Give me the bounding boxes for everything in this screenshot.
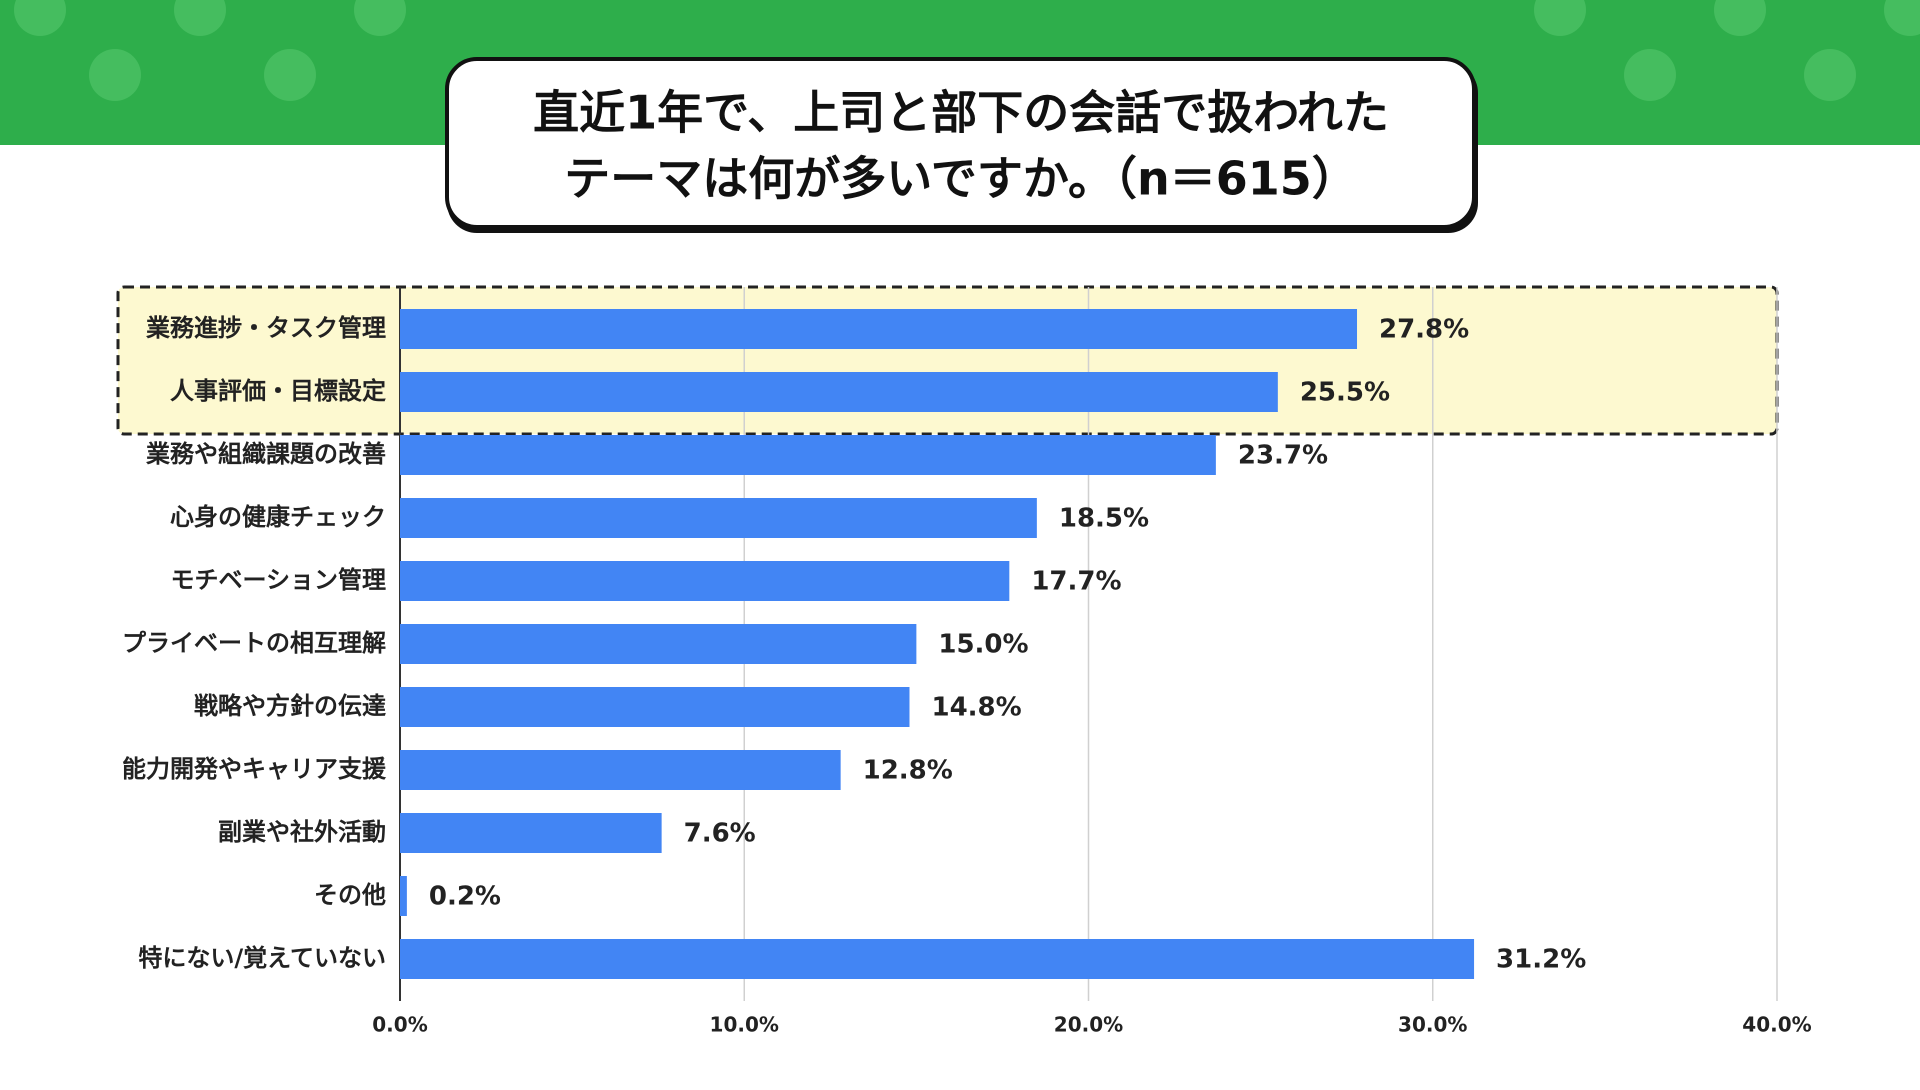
bar (400, 750, 841, 790)
y-tick-label: 業務進捗・タスク管理 (146, 314, 386, 342)
y-tick-label: 業務や組織課題の改善 (146, 440, 386, 468)
y-tick-label: モチベーション管理 (170, 566, 386, 594)
y-tick-label: 人事評価・目標設定 (170, 377, 386, 405)
value-label: 7.6% (684, 819, 756, 849)
bar (400, 813, 662, 853)
bar (400, 372, 1278, 412)
y-tick-label: その他 (314, 881, 386, 909)
header-dots (14, 0, 1920, 101)
bar (400, 561, 1010, 601)
value-label: 17.7% (1031, 567, 1121, 597)
value-label: 23.7% (1238, 441, 1328, 471)
x-tick-label: 40.0% (1742, 1013, 1811, 1037)
y-tick-label: 特にない/覚えていない (138, 944, 386, 972)
y-tick-label: プライベートの相互理解 (122, 629, 386, 657)
y-tick-label: 副業や社外活動 (218, 818, 386, 846)
y-tick-label: 能力開発やキャリア支援 (122, 755, 387, 783)
bar (400, 498, 1037, 538)
value-label: 0.2% (429, 882, 501, 912)
chart-title: 直近1年で、上司と部下の会話で扱われた (533, 86, 1389, 140)
title-box (445, 57, 1476, 229)
value-label: 25.5% (1300, 378, 1390, 408)
value-label: 31.2% (1496, 945, 1586, 975)
x-tick-label: 20.0% (1054, 1013, 1123, 1037)
y-tick-label: 戦略や方針の伝達 (194, 692, 386, 720)
chart-title: テーマは何が多いですか。（n＝615） (564, 152, 1357, 206)
bar (400, 687, 910, 727)
bar (400, 939, 1475, 979)
bar (400, 309, 1358, 349)
x-tick-label: 10.0% (710, 1013, 779, 1037)
value-label: 12.8% (863, 756, 953, 786)
bar (400, 876, 407, 916)
x-tick-label: 0.0% (372, 1013, 427, 1037)
x-tick-label: 30.0% (1398, 1013, 1467, 1037)
value-label: 27.8% (1379, 315, 1469, 345)
bar (400, 624, 917, 664)
value-label: 15.0% (938, 630, 1028, 660)
y-tick-label: 心身の健康チェック (170, 503, 386, 531)
value-label: 18.5% (1059, 504, 1149, 534)
value-label: 14.8% (931, 693, 1021, 723)
bar (400, 435, 1216, 475)
